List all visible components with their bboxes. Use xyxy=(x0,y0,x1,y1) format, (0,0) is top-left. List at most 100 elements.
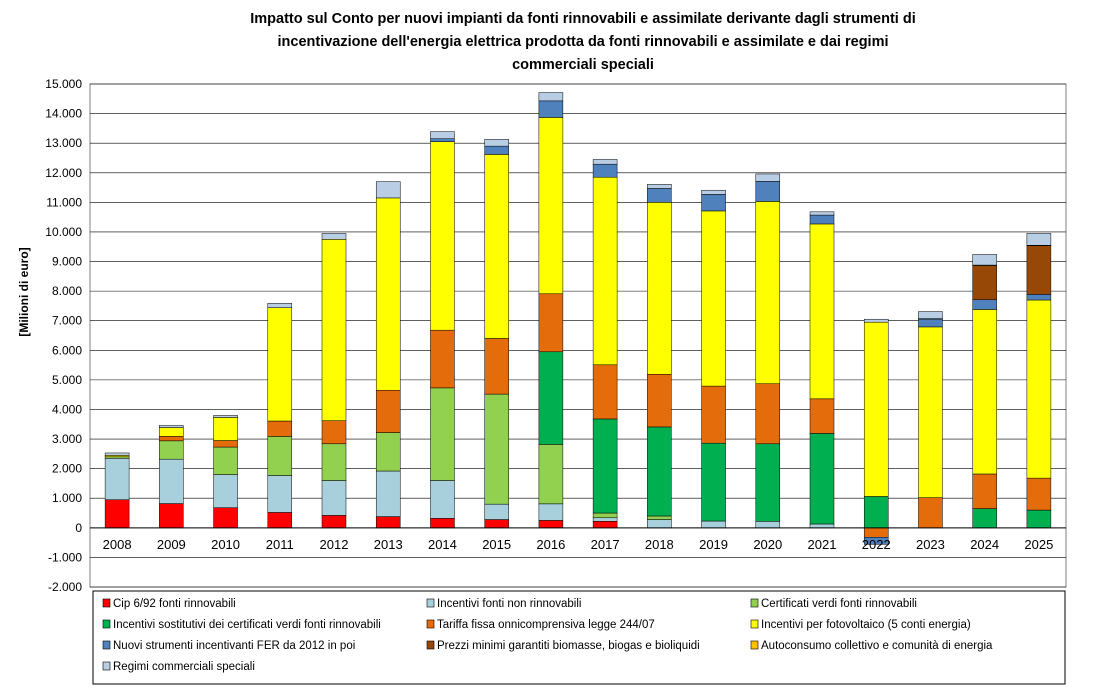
bar-segment-2013-s4 xyxy=(375,389,401,433)
bar-segment-2024-s3 xyxy=(972,508,997,529)
legend-label: Regimi commerciali speciali xyxy=(113,661,255,673)
bar-segment-2018-s3 xyxy=(647,426,672,517)
bar-segment-2019-s4 xyxy=(701,385,726,444)
bar-segment-2017-s3 xyxy=(592,418,618,514)
legend-swatch xyxy=(102,640,111,650)
bar-segment-2021-s1 xyxy=(809,523,835,529)
y-tick-label: 13.000 xyxy=(45,136,82,150)
bar-segment-2018-s4 xyxy=(647,374,672,428)
legend-label: Incentivi sostitutivi dei certificati ve… xyxy=(113,619,381,631)
bar-segment-2021-s3 xyxy=(809,433,835,525)
legend-label: Incentivi per fotovoltaico (5 conti ener… xyxy=(761,619,971,631)
bar-segment-2012-s9 xyxy=(321,233,347,240)
bar-segment-2021-s5 xyxy=(809,223,835,400)
x-tick-label: 2008 xyxy=(103,537,132,552)
y-tick-label: 15.000 xyxy=(45,77,82,91)
bar-segment-2011-s9 xyxy=(267,302,293,308)
x-tick-label: 2013 xyxy=(374,537,403,552)
x-tick-label: 2009 xyxy=(157,537,186,552)
y-tick-label: 2.000 xyxy=(52,462,82,476)
y-tick-label: 1.000 xyxy=(52,491,82,505)
x-tick-label: 2020 xyxy=(753,537,782,552)
legend-swatch xyxy=(102,619,111,629)
bar-segment-2015-s2 xyxy=(484,393,509,505)
bar-segment-2023-s9 xyxy=(918,311,943,319)
bar-segment-2013-s9 xyxy=(375,181,401,199)
legend-swatch xyxy=(426,640,435,650)
bar-segment-2012-s1 xyxy=(321,480,347,516)
y-tick-label: 0 xyxy=(75,521,82,535)
x-tick-label: 2012 xyxy=(320,537,349,552)
bar-segment-2013-s2 xyxy=(375,432,401,472)
legend-label: Certificati verdi fonti rinnovabili xyxy=(761,598,917,610)
bar-segment-2025-s9 xyxy=(1026,233,1052,246)
bar-segment-2025-s4 xyxy=(1026,477,1052,511)
bar-segment-2020-s6 xyxy=(755,181,781,202)
bar-segment-2018-s6 xyxy=(647,188,672,203)
bar-segment-2022-s5 xyxy=(863,321,889,497)
y-tick-label: -1.000 xyxy=(48,550,82,564)
bar-segment-2022-s3 xyxy=(863,496,889,529)
bar-segment-2010-s0 xyxy=(213,507,238,529)
bar-segment-2017-s0 xyxy=(592,521,618,529)
bar-segment-2009-s5 xyxy=(159,427,184,437)
bar-segment-2024-s4 xyxy=(972,473,997,509)
y-tick-label: 11.000 xyxy=(46,195,82,209)
bar-segment-2022-s6 xyxy=(863,537,889,545)
chart-title-line-1: Impatto sul Conto per nuovi impianti da … xyxy=(250,11,915,27)
bar-segment-2010-s9 xyxy=(213,415,238,418)
bar-segment-2013-s1 xyxy=(375,470,401,517)
bar-segment-2012-s0 xyxy=(321,515,347,529)
x-tick-label: 2014 xyxy=(428,537,457,552)
bar-segment-2016-s0 xyxy=(538,520,564,529)
legend-swatch xyxy=(750,598,759,608)
bar-segment-2018-s2 xyxy=(647,515,672,520)
bar-segment-2009-s2 xyxy=(159,440,184,460)
bar-segment-2016-s9 xyxy=(538,92,564,102)
chart-title-line-3: commerciali speciali xyxy=(512,57,654,73)
bar-segment-2017-s5 xyxy=(592,176,618,366)
bar-segment-2024-s6 xyxy=(972,299,997,310)
bar-segment-2010-s1 xyxy=(213,474,238,508)
bar-segment-2008-s0 xyxy=(104,499,130,529)
bar-segment-2015-s1 xyxy=(484,503,509,520)
bar-segment-2023-s5 xyxy=(918,326,943,498)
bar-segment-2009-s4 xyxy=(159,436,184,442)
bar-segment-2017-s9 xyxy=(592,159,618,165)
x-tick-label: 2024 xyxy=(970,537,999,552)
bar-segment-2011-s4 xyxy=(267,420,293,437)
legend-swatch xyxy=(102,661,111,671)
bar-segment-2015-s0 xyxy=(484,519,509,529)
x-tick-label: 2019 xyxy=(699,537,728,552)
y-tick-label: 14.000 xyxy=(45,107,82,121)
x-tick-label: 2023 xyxy=(916,537,945,552)
bar-segment-2016-s1 xyxy=(538,503,564,521)
bar-segment-2010-s2 xyxy=(213,446,238,475)
bar-segment-2019-s9 xyxy=(701,189,726,195)
bar-segment-2023-s6 xyxy=(918,318,943,328)
legend-swatch xyxy=(750,619,759,629)
legend-label: Nuovi strumenti incentivanti FER da 2012… xyxy=(113,640,355,652)
bar-segment-2018-s5 xyxy=(647,202,672,375)
bar-segment-2014-s4 xyxy=(430,329,455,389)
bar-segment-2016-s2 xyxy=(538,444,564,505)
legend-swatch xyxy=(102,598,111,608)
bar-segment-2023-s4 xyxy=(918,497,943,529)
x-tick-label: 2010 xyxy=(211,537,240,552)
bar-segment-2024-s9 xyxy=(972,254,997,266)
x-tick-label: 2017 xyxy=(591,537,620,552)
bar-segment-2024-s5 xyxy=(972,309,997,475)
bar-segment-2014-s5 xyxy=(430,141,455,331)
bar-segment-2020-s3 xyxy=(755,443,781,522)
bar-segment-2009-s1 xyxy=(159,458,184,504)
y-tick-labels: -2.000 -1.000 0 1.000 2.000 3.000 4.000 5.000 6.… xyxy=(45,77,82,594)
bar-segment-2012-s4 xyxy=(321,420,347,445)
bar-segment-2011-s1 xyxy=(267,475,293,513)
x-tick-label: 2016 xyxy=(536,537,565,552)
bar-segment-2025-s7 xyxy=(1026,245,1052,295)
bar-segment-2014-s0 xyxy=(430,518,455,529)
legend-swatch xyxy=(426,598,435,608)
x-tick-label: 2015 xyxy=(482,537,511,552)
bar-segment-2009-s0 xyxy=(159,503,184,529)
